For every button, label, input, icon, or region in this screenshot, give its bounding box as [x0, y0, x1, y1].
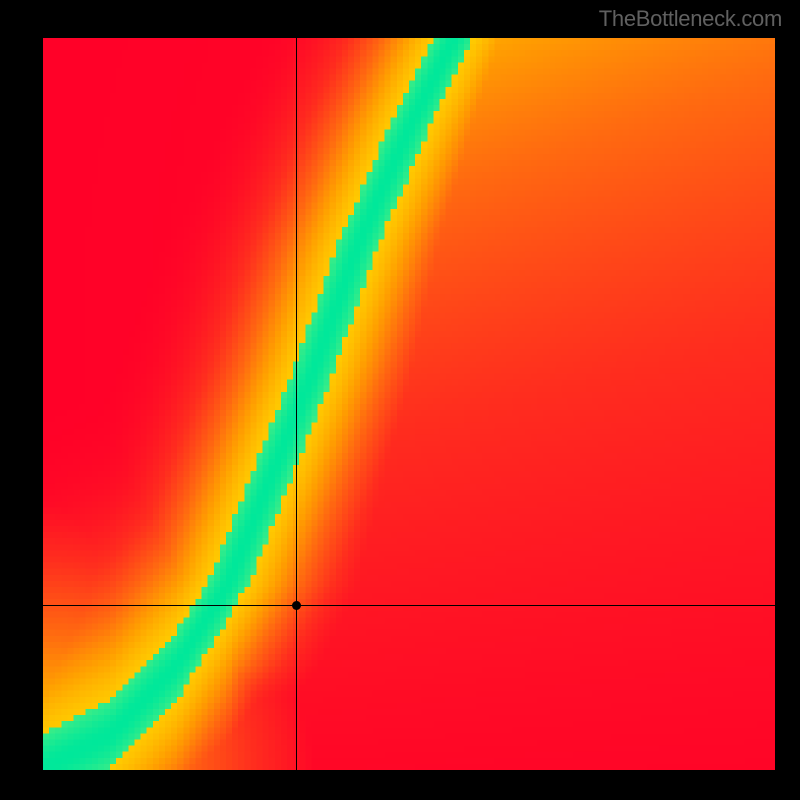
crosshair-vertical [296, 38, 297, 770]
bottleneck-heatmap [43, 38, 775, 770]
watermark-text: TheBottleneck.com [599, 6, 782, 32]
crosshair-marker-dot [292, 601, 301, 610]
crosshair-horizontal [43, 605, 775, 606]
